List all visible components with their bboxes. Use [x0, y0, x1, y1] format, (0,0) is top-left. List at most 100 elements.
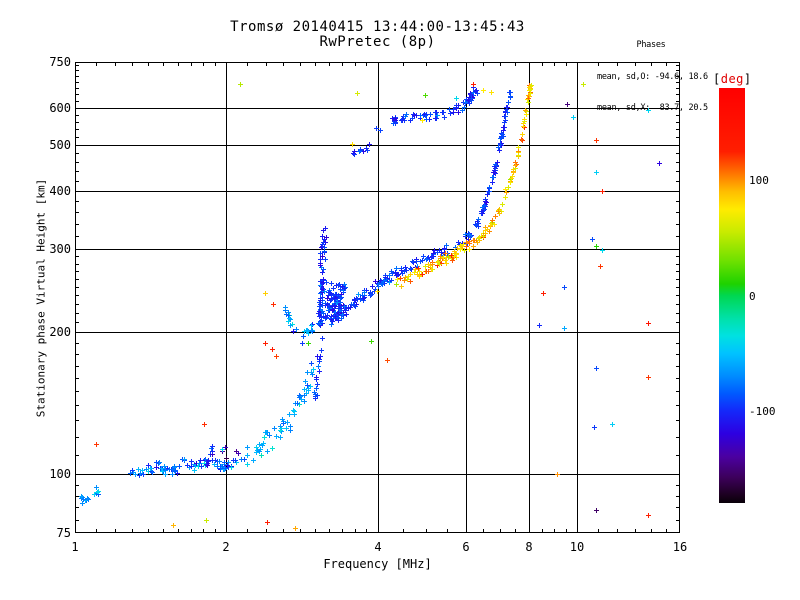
- data-point: [428, 112, 433, 117]
- data-point: [433, 116, 438, 121]
- x-minor-tick: [566, 62, 567, 66]
- data-point: [444, 261, 449, 266]
- data-point: [329, 281, 334, 286]
- data-point: [212, 462, 217, 467]
- data-point: [318, 279, 323, 284]
- data-point: [281, 421, 286, 426]
- x-minor-tick: [366, 529, 367, 533]
- y-minor-tick: [676, 485, 680, 486]
- data-point: [226, 460, 231, 465]
- data-point: [333, 295, 338, 300]
- y-minor-tick: [75, 520, 79, 521]
- data-point: [506, 185, 511, 190]
- data-point: [288, 428, 293, 433]
- data-point: [479, 209, 484, 214]
- data-point: [319, 318, 324, 323]
- y-minor-tick: [75, 304, 79, 305]
- data-point: [495, 160, 500, 165]
- data-point: [210, 458, 215, 463]
- data-point: [285, 420, 290, 425]
- data-point: [427, 117, 432, 122]
- data-point: [328, 316, 333, 321]
- y-minor-tick: [676, 304, 680, 305]
- data-point: [323, 301, 328, 306]
- y-minor-tick: [75, 236, 79, 237]
- data-point: [646, 108, 651, 113]
- x-major-tick: [577, 62, 578, 70]
- data-point: [422, 112, 427, 117]
- data-point: [351, 302, 356, 307]
- data-point: [481, 208, 486, 213]
- data-point: [423, 113, 428, 118]
- x-major-tick: [75, 525, 76, 533]
- data-point: [520, 132, 525, 137]
- data-point: [310, 322, 315, 327]
- data-point: [513, 160, 518, 165]
- y-minor-tick: [676, 122, 680, 123]
- data-point: [317, 369, 322, 374]
- data-point: [374, 126, 379, 131]
- data-point: [490, 180, 495, 185]
- y-minor-tick: [75, 162, 79, 163]
- data-point: [402, 278, 407, 283]
- data-point: [341, 285, 346, 290]
- data-point: [499, 141, 504, 146]
- colorbar-tick-label: -100: [749, 404, 776, 418]
- y-gridline: [75, 191, 680, 192]
- x-minor-tick: [666, 62, 667, 66]
- data-point: [325, 313, 330, 318]
- data-point: [86, 497, 91, 502]
- x-minor-tick: [598, 529, 599, 533]
- data-point: [483, 231, 488, 236]
- y-minor-tick: [676, 437, 680, 438]
- data-point: [322, 245, 327, 250]
- data-point: [523, 108, 528, 113]
- data-point: [162, 464, 167, 469]
- x-minor-tick: [329, 62, 330, 66]
- data-point: [318, 257, 323, 262]
- data-point: [322, 289, 327, 294]
- data-point: [317, 300, 322, 305]
- data-point: [144, 467, 149, 472]
- data-point: [270, 347, 275, 352]
- data-point: [387, 273, 392, 278]
- data-point: [501, 134, 506, 139]
- y-minor-tick: [75, 256, 79, 257]
- data-point: [321, 228, 326, 233]
- data-point: [458, 243, 463, 248]
- y-minor-tick: [676, 287, 680, 288]
- data-point: [508, 94, 513, 99]
- data-point: [490, 218, 495, 223]
- data-point: [373, 279, 378, 284]
- data-point: [317, 322, 322, 327]
- data-point: [409, 267, 414, 272]
- data-point: [493, 171, 498, 176]
- data-point: [336, 318, 341, 323]
- x-major-tick: [529, 525, 530, 533]
- data-point: [338, 287, 343, 292]
- data-point: [310, 372, 315, 377]
- data-point: [352, 149, 357, 154]
- data-point: [320, 242, 325, 247]
- data-point: [265, 449, 270, 454]
- data-point: [399, 268, 404, 273]
- data-point: [590, 237, 595, 242]
- data-point: [297, 393, 302, 398]
- data-point: [163, 472, 168, 477]
- data-point: [288, 317, 293, 322]
- y-minor-tick: [676, 455, 680, 456]
- data-point: [288, 424, 293, 429]
- data-point: [210, 449, 215, 454]
- x-major-tick: [378, 62, 379, 70]
- data-point: [441, 255, 446, 260]
- x-minor-tick: [598, 62, 599, 66]
- data-point: [387, 280, 392, 285]
- data-point: [497, 148, 502, 153]
- data-point: [403, 275, 408, 280]
- y-minor-tick: [676, 137, 680, 138]
- data-point: [314, 386, 319, 391]
- data-point: [520, 138, 525, 143]
- data-point: [410, 116, 415, 121]
- data-point: [96, 489, 101, 494]
- x-minor-tick: [447, 529, 448, 533]
